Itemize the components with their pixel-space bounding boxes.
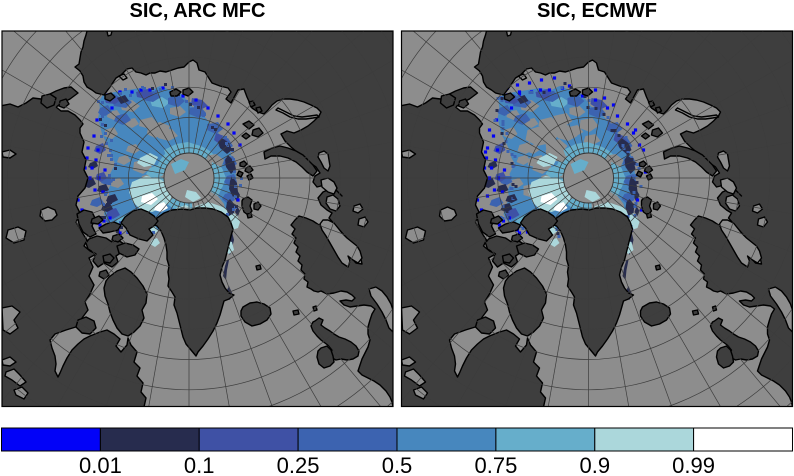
svg-text:0.9: 0.9 — [580, 453, 611, 476]
svg-text:0.99: 0.99 — [672, 453, 715, 476]
svg-text:0.25: 0.25 — [277, 453, 320, 476]
svg-text:0.75: 0.75 — [474, 453, 517, 476]
svg-text:0.5: 0.5 — [382, 453, 413, 476]
svg-text:SIC, ECMWF: SIC, ECMWF — [537, 0, 657, 22]
svg-text:SIC, ARC MFC: SIC, ARC MFC — [130, 0, 266, 22]
svg-text:0.1: 0.1 — [184, 453, 215, 476]
svg-text:0.01: 0.01 — [79, 453, 122, 476]
